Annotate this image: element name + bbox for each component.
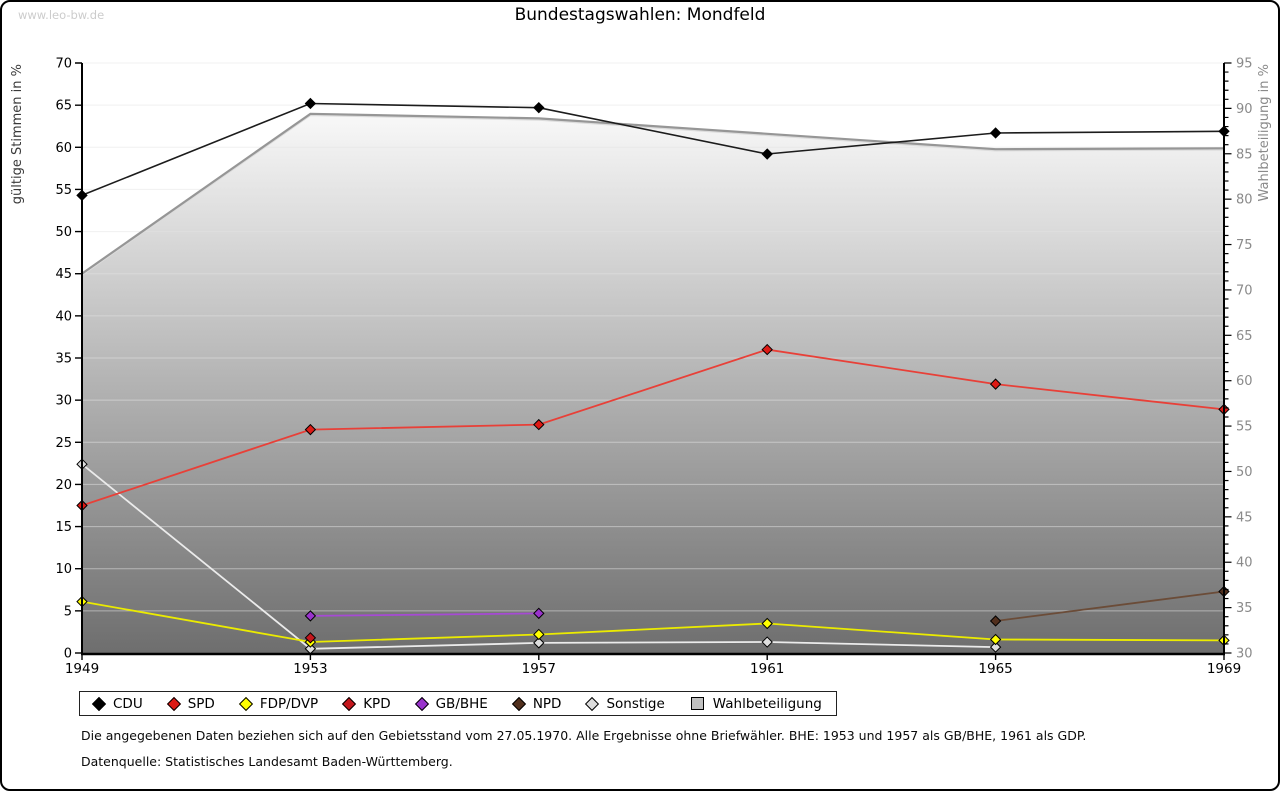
series-gb-bhe — [304, 607, 545, 622]
legend-item-kpd: KPD — [342, 695, 391, 712]
legend-label: GB/BHE — [435, 695, 488, 712]
page-title: Bundestagswahlen: Mondfeld — [514, 5, 766, 25]
legend-label: FDP/DVP — [259, 695, 319, 712]
legend-label: CDU — [113, 695, 143, 712]
series-kpd — [304, 632, 317, 644]
svg-text:1961: 1961 — [750, 661, 784, 677]
svg-text:75: 75 — [1236, 238, 1253, 253]
legend-label: Sonstige — [606, 695, 665, 712]
legend-item-cdu: CDU — [91, 695, 143, 712]
legend-item-wahlbeteiligung: Wahlbeteiligung — [690, 695, 822, 712]
sonstige-diamond-icon — [585, 696, 600, 711]
footnote-gebietsstand: Die angegebenen Daten beziehen sich auf … — [81, 728, 1087, 743]
svg-text:45: 45 — [1236, 510, 1253, 525]
svg-text:65: 65 — [55, 99, 72, 114]
svg-text:40: 40 — [1236, 556, 1253, 571]
npd-diamond-icon — [511, 696, 526, 711]
wahlbeteiligung-square-icon — [690, 697, 704, 710]
svg-text:35: 35 — [55, 352, 72, 367]
wahlbeteiligung-area — [82, 113, 1224, 654]
legend-label: KPD — [363, 695, 391, 712]
left-axis-ticks: 0 5 10 15 20 25 30 35 40 45 50 55 60 65 70 — [55, 57, 82, 662]
election-line-chart: 0 5 10 15 20 25 30 35 40 45 50 55 60 65 70 30 35 40 45 50 55… — [10, 57, 1272, 678]
svg-text:10: 10 — [55, 562, 72, 577]
svg-text:60: 60 — [1236, 374, 1253, 389]
svg-text:70: 70 — [1236, 283, 1253, 298]
watermark-link[interactable]: www.leo-bw.de — [18, 8, 105, 22]
svg-text:50: 50 — [1236, 465, 1253, 480]
legend-item-spd: SPD — [166, 695, 215, 712]
svg-text:90: 90 — [1236, 102, 1253, 117]
svg-text:30: 30 — [1236, 647, 1253, 662]
cdu-diamond-icon — [91, 696, 107, 711]
svg-text:1965: 1965 — [978, 661, 1012, 677]
right-axis-ticks: 30 35 40 45 50 55 60 65 70 75 80 85 90 95 — [1224, 57, 1253, 662]
footnote-datenquelle: Datenquelle: Statistisches Landesamt Bad… — [81, 754, 453, 769]
svg-text:1953: 1953 — [293, 661, 327, 677]
kpd-diamond-icon — [342, 696, 357, 711]
legend-item-gb-bhe: GB/BHE — [414, 695, 488, 712]
svg-text:35: 35 — [1236, 601, 1253, 616]
gridlines — [82, 62, 1224, 612]
svg-text:1949: 1949 — [65, 661, 99, 677]
x-axis-ticks: 1949 1953 1957 1961 1965 1969 — [65, 655, 1241, 677]
spd-diamond-icon — [166, 696, 181, 711]
svg-text:1957: 1957 — [522, 661, 556, 677]
legend-label: NPD — [532, 695, 562, 712]
svg-text:30: 30 — [55, 394, 72, 409]
svg-text:45: 45 — [55, 267, 72, 282]
series-wahlbeteiligung — [81, 112, 1225, 276]
legend: CDU SPD FDP/DVP KPD GB/BHE NPD Sonstige — [79, 691, 837, 716]
svg-text:55: 55 — [1236, 420, 1253, 435]
svg-text:Wahlbeteiligung in %: Wahlbeteiligung in % — [1257, 64, 1272, 201]
svg-text:5: 5 — [64, 604, 72, 619]
svg-text:95: 95 — [1236, 57, 1253, 72]
svg-text:15: 15 — [55, 520, 72, 535]
legend-item-sonstige: Sonstige — [585, 695, 665, 712]
fdp-diamond-icon — [238, 696, 253, 711]
svg-text:50: 50 — [55, 225, 72, 240]
axis-titles: gültige Stimmen in % Wahlbeteiligung in % — [10, 64, 1272, 204]
svg-text:55: 55 — [55, 183, 72, 198]
legend-label: Wahlbeteiligung — [712, 695, 822, 712]
svg-text:gültige Stimmen in %: gültige Stimmen in % — [10, 64, 25, 204]
svg-text:1969: 1969 — [1207, 661, 1241, 677]
gb-bhe-diamond-icon — [414, 696, 429, 711]
svg-text:60: 60 — [55, 141, 72, 156]
svg-text:70: 70 — [55, 57, 72, 72]
svg-text:0: 0 — [64, 647, 72, 662]
svg-text:85: 85 — [1236, 147, 1253, 162]
legend-label: SPD — [187, 695, 215, 712]
legend-item-npd: NPD — [511, 695, 562, 712]
legend-item-fdp-dvp: FDP/DVP — [238, 695, 319, 712]
svg-text:80: 80 — [1236, 193, 1253, 208]
svg-text:25: 25 — [55, 436, 72, 451]
svg-text:40: 40 — [55, 309, 72, 324]
svg-text:20: 20 — [55, 478, 72, 493]
svg-text:65: 65 — [1236, 329, 1253, 344]
